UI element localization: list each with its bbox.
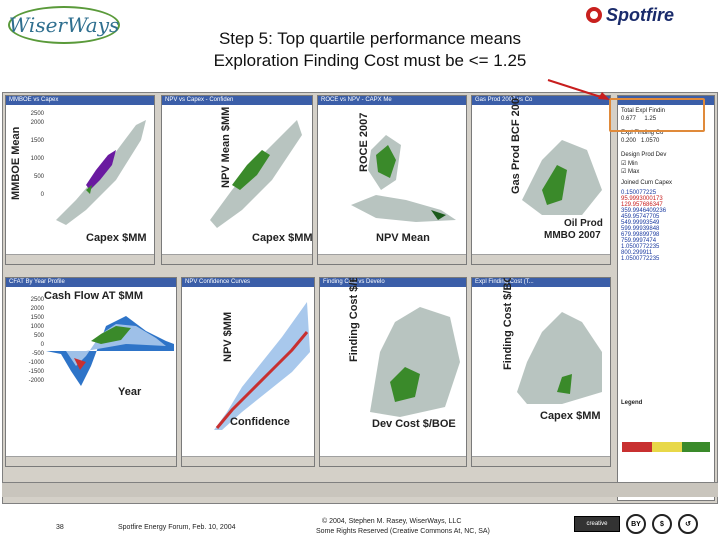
- scatter-gas-oil[interactable]: [512, 110, 608, 220]
- legend-color-scale: [622, 442, 710, 452]
- cc-logo: creative commons: [574, 516, 620, 541]
- panel-roce-vs-npv[interactable]: ROCE vs NPV - CAPX Me ROCE 2007 NPV Mean: [317, 95, 467, 265]
- x-axis-label-line-2: MMBO 2007: [544, 230, 601, 241]
- y-axis-label: MMBOE Mean: [10, 126, 22, 200]
- scatter-finding-capex[interactable]: [512, 292, 608, 412]
- cc-sa-icon: ↺: [678, 514, 698, 534]
- y-axis-label: Finding Cost $/BOE: [502, 277, 514, 370]
- filters-title: [618, 96, 714, 105]
- x-axis-label: Capex $MM: [252, 232, 313, 244]
- panel-footer[interactable]: [320, 456, 466, 466]
- y-axis-label: Cash Flow AT $MM: [44, 290, 143, 302]
- panel-findingcost-vs-devcost[interactable]: Finding Cost vs Develo Finding Cost $/BO…: [319, 277, 467, 467]
- y-axis-label: Gas Prod BCF 2007: [510, 95, 522, 194]
- panel-footer[interactable]: [6, 254, 154, 264]
- scatter-finding-dev[interactable]: [360, 292, 464, 422]
- x-axis-label: Year: [118, 386, 142, 398]
- cc-by-icon: BY: [626, 514, 646, 534]
- filter-label-design-prod: Design Prod Dev: [621, 152, 667, 158]
- x-axis-label: Confidence: [230, 416, 290, 428]
- creative-commons-badges: creative commons BY $ ↺: [574, 514, 698, 541]
- highlight-box: [609, 98, 705, 132]
- panel-title: NPV vs Capex - Confiden: [162, 96, 312, 105]
- cc-nc-icon: $: [652, 514, 672, 534]
- y-tick-labels: 2500 2000 1500 1000 500 0: [30, 111, 44, 198]
- x-axis-label: Capex $MM: [540, 410, 601, 422]
- filter-label-expl-finding: Expl Finding Co: [621, 130, 664, 136]
- area-npv-confidence[interactable]: [212, 292, 312, 432]
- filter-range-expl-finding[interactable]: 0.200 1.0570: [621, 138, 660, 144]
- filters-panel: Total Expl Findin 0.677 1.25 Expl Findin…: [617, 95, 715, 501]
- filter-label-joined-capex: Joined Cum Capex: [621, 180, 673, 186]
- slide-headline: Step 5: Top quartile performance means E…: [150, 28, 590, 72]
- panel-expl-finding-cost[interactable]: Expl Finding Cost (T... Finding Cost $/B…: [471, 277, 611, 467]
- x-axis-label: Capex $MM: [86, 232, 147, 244]
- panel-footer[interactable]: [472, 254, 610, 264]
- legend-label: Legend: [621, 400, 643, 406]
- y-axis-label: Finding Cost $/BOE: [348, 277, 360, 362]
- panel-title: ROCE vs NPV - CAPX Me: [318, 96, 466, 105]
- filter-range-total-expl[interactable]: 0.677 1.25: [621, 116, 657, 122]
- event-label: Spotfire Energy Forum, Feb. 10, 2004: [118, 524, 236, 531]
- filter-option-min[interactable]: ☑ Min: [621, 161, 638, 167]
- headline-line-2: Exploration Finding Cost must be <= 1.25: [213, 51, 527, 70]
- spotfire-logo: Spotfire: [586, 4, 714, 26]
- panel-mmboe-vs-capex[interactable]: MMBOE vs Capex 2500 2000 1500 1000 500 0 …: [5, 95, 155, 265]
- x-axis-label: Dev Cost $/BOE: [372, 418, 456, 430]
- panel-cfat-by-year[interactable]: CFAT By Year Profile 2500 2000 1500 1000 500…: [5, 277, 177, 467]
- scatter-mmboe-capex[interactable]: [46, 110, 152, 230]
- panel-gasprod-vs-oilprod[interactable]: Gas Prod 2007 vs Co Gas Prod BCF 2007 Oi…: [471, 95, 611, 265]
- slide-number: 38: [56, 524, 64, 531]
- y-tick-labels: 2500 2000 1500 1000 500 0 -500 -1000 -1500 -2000: [28, 297, 44, 384]
- y-axis-label: NPV $MM: [222, 311, 234, 362]
- filter-option-max[interactable]: ☑ Max: [621, 169, 640, 175]
- copyright-line-1: © 2004, Stephen M. Rasey, WiserWays, LLC: [322, 518, 462, 525]
- panel-footer[interactable]: [472, 456, 610, 466]
- panel-footer[interactable]: [162, 254, 312, 264]
- scatter-npv-capex[interactable]: [202, 110, 310, 230]
- panel-title: MMBOE vs Capex: [6, 96, 154, 105]
- x-axis-label-line-1: Oil Prod: [564, 218, 603, 229]
- x-axis-label: NPV Mean: [376, 232, 430, 244]
- wiserways-logo-text: WiserWays: [8, 13, 120, 37]
- panel-title: Expl Finding Cost (T...: [472, 278, 610, 287]
- y-axis-label: NPV Mean $MM: [220, 106, 232, 188]
- area-cashflow[interactable]: [46, 296, 174, 396]
- filter-list[interactable]: 0.150077225 95.9993000173 129.957686347 …: [621, 190, 667, 262]
- wiserways-logo: WiserWays: [8, 6, 120, 44]
- panel-footer[interactable]: [182, 456, 314, 466]
- copyright-line-2: Some Rights Reserved (Creative Commons A…: [316, 528, 490, 535]
- filter-label-total-expl: Total Expl Findin: [621, 108, 666, 114]
- panel-title: CFAT By Year Profile: [6, 278, 176, 287]
- panel-title: Finding Cost vs Develo: [320, 278, 466, 287]
- panel-npv-confidence[interactable]: NPV Confidence Curves NPV $MM Confidence: [181, 277, 315, 467]
- panel-npv-vs-capex[interactable]: NPV vs Capex - Confiden NPV Mean $MM Cap…: [161, 95, 313, 265]
- scatter-roce-npv[interactable]: [346, 110, 464, 230]
- panel-title: Gas Prod 2007 vs Co: [472, 96, 610, 105]
- taskbar: [2, 482, 718, 497]
- panel-title: NPV Confidence Curves: [182, 278, 314, 287]
- spotfire-app-window: MMBOE vs Capex 2500 2000 1500 1000 500 0 …: [2, 92, 718, 504]
- panel-footer[interactable]: [318, 254, 466, 264]
- headline-line-1: Step 5: Top quartile performance means: [218, 29, 522, 48]
- panel-footer[interactable]: [6, 456, 176, 466]
- y-axis-label: ROCE 2007: [358, 112, 370, 172]
- spotfire-logo-text: Spotfire: [606, 4, 675, 25]
- spotfire-logo-icon: [586, 7, 602, 23]
